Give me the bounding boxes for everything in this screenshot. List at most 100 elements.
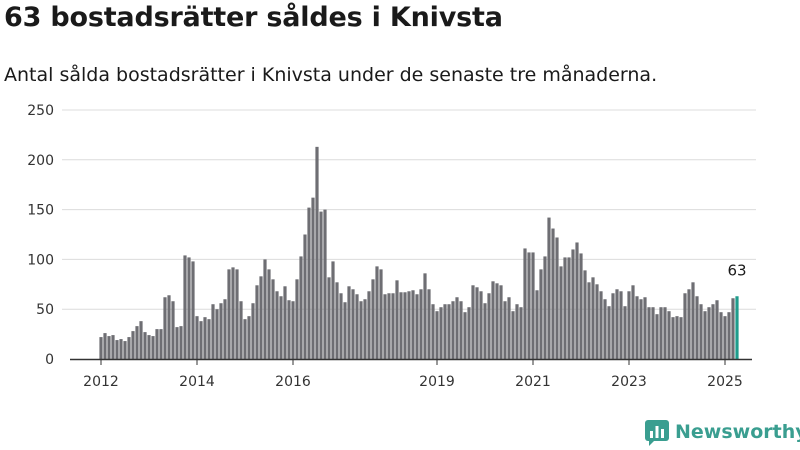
bar bbox=[727, 312, 731, 359]
bar bbox=[415, 294, 419, 359]
bar bbox=[643, 297, 647, 359]
bar bbox=[551, 228, 555, 359]
bar bbox=[539, 269, 543, 359]
bar bbox=[355, 294, 359, 359]
bar bbox=[695, 296, 699, 359]
bar bbox=[507, 297, 511, 359]
bar bbox=[427, 289, 431, 359]
y-tick-label: 0 bbox=[45, 352, 54, 368]
bar bbox=[279, 296, 283, 359]
bar bbox=[463, 312, 467, 359]
bar bbox=[599, 291, 603, 359]
bar bbox=[123, 341, 127, 359]
bar bbox=[343, 302, 347, 359]
bar bbox=[683, 293, 687, 359]
bar bbox=[287, 300, 291, 359]
x-tick-label: 2025 bbox=[707, 374, 743, 390]
bar bbox=[559, 266, 563, 359]
bar bbox=[359, 301, 363, 359]
bar bbox=[403, 292, 407, 359]
bar bbox=[659, 307, 663, 359]
bar bbox=[707, 307, 711, 359]
bar bbox=[111, 335, 115, 359]
bar bbox=[235, 269, 239, 359]
bar bbox=[371, 279, 375, 359]
bar bbox=[303, 234, 307, 359]
bar bbox=[259, 276, 263, 359]
bar bbox=[307, 207, 311, 359]
bar bbox=[323, 209, 327, 359]
bar bbox=[395, 280, 399, 359]
y-tick-label: 50 bbox=[36, 302, 54, 318]
bar bbox=[215, 309, 219, 359]
bar bbox=[431, 304, 435, 359]
bar bbox=[219, 303, 223, 359]
bar bbox=[527, 252, 531, 359]
bar bbox=[271, 279, 275, 359]
y-tick-label: 100 bbox=[27, 252, 54, 268]
bar bbox=[619, 291, 623, 359]
bar bbox=[199, 321, 203, 359]
newsworthy-logo: Newsworthy bbox=[645, 420, 800, 446]
bar bbox=[491, 281, 495, 359]
bar bbox=[555, 237, 559, 359]
bar bbox=[655, 314, 659, 359]
bar bbox=[411, 290, 415, 359]
bar bbox=[495, 283, 499, 359]
bar bbox=[483, 303, 487, 359]
bar bbox=[531, 252, 535, 359]
page-title: 63 bostadsrätter såldes i Knivsta bbox=[4, 2, 503, 33]
bar bbox=[115, 340, 119, 359]
bar bbox=[635, 296, 639, 359]
bar bbox=[503, 301, 507, 359]
data-labels: 63 bbox=[727, 261, 746, 279]
bar bbox=[419, 289, 423, 359]
bar bbox=[155, 329, 159, 359]
bar bbox=[327, 277, 331, 359]
bar bbox=[167, 295, 171, 359]
bar bbox=[263, 259, 267, 359]
bar bbox=[239, 301, 243, 359]
bar bbox=[519, 307, 523, 359]
bar bbox=[339, 293, 343, 359]
bar bbox=[315, 146, 319, 359]
bar bbox=[291, 301, 295, 359]
bar bbox=[211, 304, 215, 359]
bar bbox=[579, 253, 583, 359]
bar-chart-speech-bubble-icon bbox=[645, 420, 669, 446]
bar bbox=[223, 299, 227, 359]
bar bbox=[383, 294, 387, 359]
bar bbox=[479, 291, 483, 359]
bar bbox=[471, 285, 475, 359]
bar bbox=[715, 300, 719, 359]
bar bbox=[351, 289, 355, 359]
bar bbox=[607, 306, 611, 359]
bar bbox=[515, 304, 519, 359]
bar bbox=[275, 291, 279, 359]
x-tick-label: 2014 bbox=[179, 374, 215, 390]
bar bbox=[175, 327, 179, 359]
bar bbox=[543, 256, 547, 359]
bar bbox=[731, 298, 735, 359]
bar bbox=[135, 326, 139, 359]
bar bbox=[251, 303, 255, 359]
bar bbox=[195, 316, 199, 359]
bar bbox=[615, 289, 619, 359]
bar bbox=[407, 291, 411, 359]
bar bbox=[647, 307, 651, 359]
bar bbox=[459, 301, 463, 359]
bar bbox=[623, 306, 627, 359]
bar bbox=[183, 255, 187, 359]
bar bbox=[387, 293, 391, 359]
bar bbox=[499, 285, 503, 359]
y-tick-label: 150 bbox=[27, 203, 54, 219]
bar bbox=[627, 291, 631, 359]
bar bbox=[563, 257, 567, 359]
bar bbox=[227, 269, 231, 359]
bar bbox=[651, 307, 655, 359]
bar bbox=[107, 336, 111, 359]
bar bbox=[591, 277, 595, 359]
bar-highlight bbox=[735, 296, 739, 359]
bar bbox=[711, 304, 715, 359]
